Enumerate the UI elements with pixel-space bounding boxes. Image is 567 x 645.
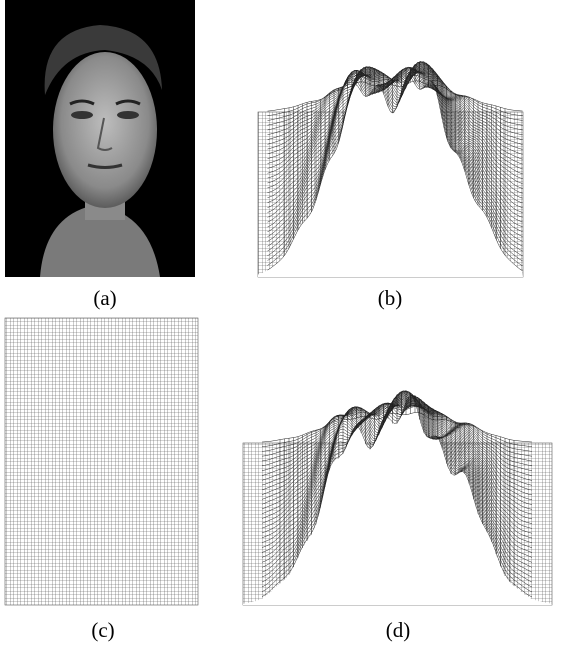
- figure: (a) (b) (c) (d): [0, 0, 567, 645]
- mesh-surface: [243, 391, 552, 605]
- panel-label: (c): [91, 618, 114, 642]
- flat-grid: [5, 318, 198, 605]
- mesh-surface: [258, 61, 523, 277]
- panel-label: (a): [93, 286, 116, 310]
- panel-label: (b): [378, 286, 403, 310]
- panel-label: (d): [386, 618, 411, 642]
- face-photo: [5, 0, 195, 277]
